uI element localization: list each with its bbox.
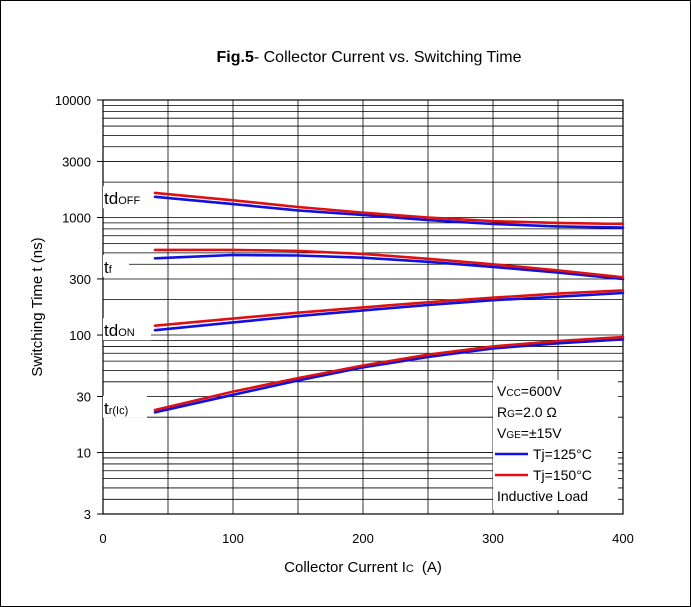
legend-note: Inductive Load	[497, 488, 588, 504]
legend-condition-sub: GE	[506, 430, 521, 441]
curve-label-sub: OFF	[118, 195, 140, 207]
y-tick-label: 30	[77, 389, 91, 404]
x-tick-label: 200	[352, 531, 374, 546]
curve-label: tr(Ic)	[104, 399, 128, 418]
series-line	[153, 191, 625, 226]
legend-box	[493, 380, 618, 510]
legend-entry-label: Tj=150°C	[533, 467, 592, 483]
y-tick-label: 3000	[62, 154, 91, 169]
series-line	[153, 337, 625, 414]
series	[153, 191, 625, 414]
x-axis-title-main: Collector Current I	[284, 559, 406, 576]
x-tick-label: 100	[222, 531, 244, 546]
curve-label-sub: ON	[118, 327, 135, 339]
y-tick-label: 1000	[62, 211, 91, 226]
plot-area	[102, 99, 624, 515]
x-tick-label: 0	[99, 531, 106, 546]
y-tick-label: 10000	[55, 93, 91, 108]
series-line	[153, 253, 625, 281]
series-line	[153, 289, 625, 328]
legend-condition-value: =600V	[521, 383, 563, 399]
x-tick-label: 400	[612, 531, 634, 546]
curve-label-main: t	[104, 399, 109, 418]
axis-ticks: 10000 3000 1000 300 100 30 10 30 100 200 300 400	[55, 93, 634, 546]
chart-title: Fig.5- Collector Current vs. Switching T…	[217, 49, 522, 66]
curve-label-main: td	[104, 189, 118, 208]
legend-condition-sub: CC	[506, 388, 520, 399]
legend-condition-value: =±15V	[521, 425, 562, 441]
curve-label: tf	[104, 258, 113, 277]
series-line	[153, 195, 625, 229]
chart-title-text: - Collector Current vs. Switching Time	[254, 49, 522, 66]
curve-label-sub: r(Ic)	[109, 405, 129, 417]
legend-condition: VGE=±15V	[497, 425, 562, 441]
curve-label-background	[103, 254, 129, 277]
curve-label-sub: f	[109, 264, 113, 276]
curve-label-background	[103, 186, 151, 209]
curve-label: tdON	[104, 321, 135, 340]
legend-condition-sub: G	[507, 409, 515, 420]
chart-title-fig-number: Fig.5	[217, 49, 254, 66]
series-line	[153, 248, 625, 279]
legend-condition-main: V	[497, 383, 507, 399]
y-axis-title: Switching Time t (ns)	[29, 237, 46, 376]
y-tick-label: 3	[84, 507, 91, 522]
curve-label-background	[103, 318, 151, 341]
y-tick-label: 100	[69, 328, 91, 343]
curve-label: tdOFF	[104, 189, 140, 208]
y-tick-label: 10	[77, 446, 91, 461]
series-line	[153, 335, 625, 412]
curve-label-main: t	[104, 258, 109, 277]
legend-condition: VCC=600V	[497, 383, 562, 399]
legend-entry-label: Tj=125°C	[533, 446, 592, 462]
legend-condition-main: V	[497, 425, 507, 441]
series-line	[153, 291, 625, 332]
x-axis-title: Collector Current IC (A)	[284, 559, 442, 576]
curve-label-main: td	[104, 321, 118, 340]
legend-condition-main: R	[497, 404, 507, 420]
legend-condition-value: =2.0 Ω	[515, 404, 557, 420]
x-axis-title-unit: (A)	[422, 559, 442, 576]
x-axis-title-sub: C	[406, 563, 414, 575]
curve-label-background	[103, 395, 147, 418]
x-tick-label: 300	[482, 531, 504, 546]
y-tick-label: 300	[69, 272, 91, 287]
legend-condition: RG=2.0 Ω	[497, 404, 557, 420]
